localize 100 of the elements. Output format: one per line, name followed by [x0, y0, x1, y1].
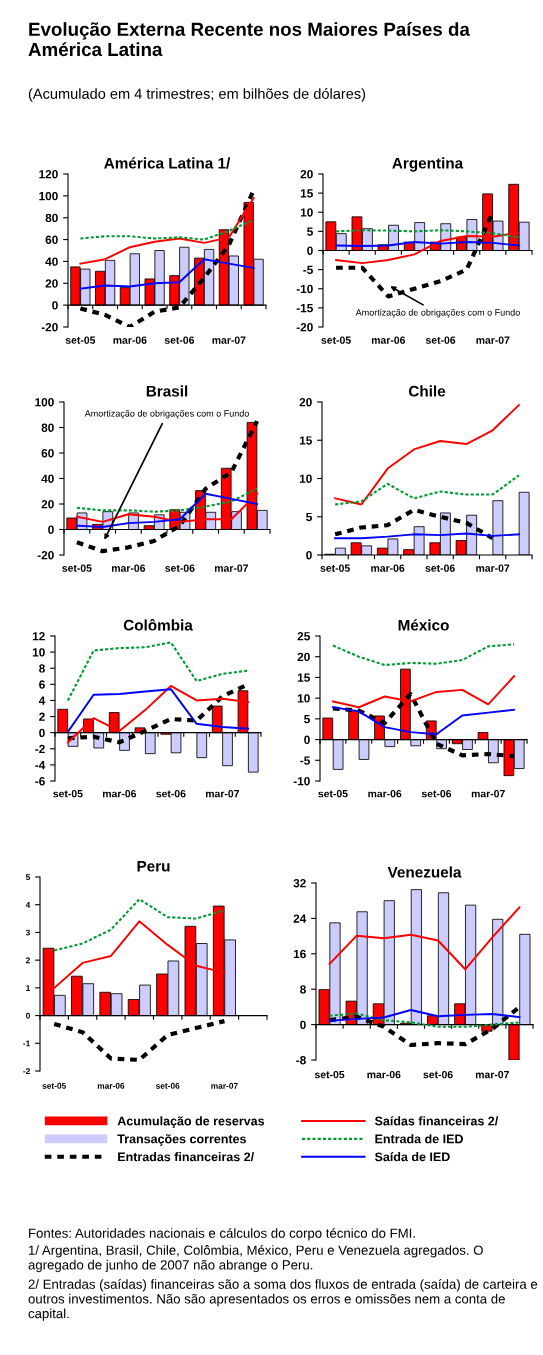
y-tick-label: 20 [297, 652, 310, 662]
x-tick-label: set-06 [425, 336, 456, 344]
y-tick-label: 60 [41, 449, 54, 458]
x-tick-label: mar-06 [102, 789, 137, 798]
x-tick-label: set-05 [65, 336, 96, 344]
y-tick-label: 24 [293, 914, 307, 923]
chart-title: Peru [137, 860, 170, 872]
x-tick-label: mar-07 [475, 1070, 509, 1079]
y-tick-label: 0 [52, 301, 58, 310]
y-tick-label: -1 [23, 1040, 31, 1047]
chart-title: Venezuela [387, 866, 462, 878]
x-tick-label: mar-07 [471, 789, 505, 798]
x-tick-label: set-05 [318, 789, 348, 798]
y-tick-label: -10 [296, 284, 313, 294]
x-tick-label: mar-07 [476, 564, 510, 572]
x-tick-label: mar-07 [212, 336, 246, 344]
x-tick-label: set-06 [156, 789, 186, 798]
y-tick-label: 0 [306, 551, 312, 560]
y-tick-label: 16 [293, 949, 306, 959]
y-tick-label: 100 [35, 398, 54, 407]
x-tick-label: mar-07 [214, 564, 248, 572]
x-tick-label: set-06 [425, 564, 455, 572]
x-tick-label: set-06 [155, 1082, 180, 1089]
x-tick-label: mar-07 [205, 789, 239, 798]
y-tick-label: 5 [307, 227, 313, 236]
y-tick-label: 0 [304, 735, 310, 744]
x-tick-label: set-05 [42, 1082, 66, 1089]
y-tick-label: -2 [23, 1068, 30, 1075]
y-tick-label: 6 [39, 680, 45, 689]
x-tick-label: set-05 [320, 564, 350, 572]
y-tick-label: 10 [32, 648, 45, 657]
y-tick-label: 3 [25, 929, 30, 936]
y-tick-label: 2 [39, 712, 45, 721]
y-tick-label: 120 [39, 170, 58, 179]
y-tick-label: 0 [25, 1012, 30, 1019]
chart-title: Colômbia [123, 619, 193, 631]
y-tick-label: 0 [307, 246, 313, 255]
chart-title: Brasil [146, 385, 188, 397]
y-tick-label: 15 [300, 189, 313, 198]
x-tick-label: mar-06 [371, 336, 406, 344]
y-tick-label: 4 [25, 902, 31, 908]
x-tick-label: mar-07 [476, 336, 510, 344]
y-tick-label: -2 [35, 744, 45, 754]
text: 2/ Entradas (saídas) financeiras são a soma dos fluxos de entrada (saída) de carteira e outros investimentos. Não são apresentados os erros e omissões nem a conta de capital. [28, 1278, 538, 1321]
y-tick-label: 4 [38, 696, 46, 705]
y-tick-label: 20 [300, 170, 313, 179]
x-tick-label: set-05 [314, 1070, 345, 1079]
x-tick-label: mar-07 [211, 1082, 238, 1089]
y-tick-label: 80 [45, 213, 58, 223]
legend-label: Saída de IED [374, 1151, 450, 1162]
x-tick-label: mar-06 [367, 1070, 401, 1079]
y-tick-label: 32 [293, 879, 306, 888]
y-tick-label: 8 [300, 985, 306, 994]
y-tick-label: 0 [300, 1020, 306, 1029]
text: (Acumulado em 4 trimestres; em bilhões de dólares) [28, 87, 366, 102]
y-tick-label: 100 [39, 191, 58, 201]
y-tick-label: 1 [26, 985, 31, 991]
y-tick-label: -15 [296, 304, 313, 313]
y-tick-label: -5 [300, 756, 310, 765]
legend-label: Transações correntes [117, 1134, 246, 1146]
y-tick-label: 80 [41, 423, 54, 432]
x-tick-label: set-05 [53, 789, 83, 798]
x-tick-label: set-05 [321, 336, 351, 344]
y-tick-label: 10 [299, 474, 312, 483]
x-tick-label: set-06 [165, 564, 195, 572]
annotation: Amortização de obrigações com o Fundo [355, 309, 520, 318]
y-tick-label: 12 [32, 632, 45, 641]
legend-label: Entradas financeiras 2/ [118, 1152, 255, 1162]
y-tick-label: 10 [300, 208, 313, 217]
text: Evolução Externa Recente nos Maiores Países da América Latina [28, 22, 470, 57]
y-tick-label: 5 [25, 874, 31, 881]
legend-label: Acumulação de reservas [117, 1116, 265, 1128]
chart-title: Chile [408, 385, 446, 397]
x-tick-label: mar-06 [97, 1082, 125, 1089]
y-tick-label: 5 [306, 512, 312, 522]
y-tick-label: 60 [45, 235, 58, 244]
y-tick-label: 40 [41, 474, 54, 483]
y-tick-label: 15 [299, 436, 312, 445]
y-tick-label: 15 [297, 673, 310, 682]
y-tick-label: 20 [45, 279, 58, 288]
y-tick-label: 25 [297, 632, 310, 641]
y-tick-label: -20 [37, 551, 54, 560]
y-tick-label: -5 [303, 265, 313, 275]
y-tick-label: 0 [48, 525, 54, 534]
y-tick-label: -8 [296, 1056, 306, 1065]
x-tick-label: set-06 [423, 1070, 453, 1079]
x-tick-label: mar-06 [111, 564, 146, 572]
chart-title: México [398, 619, 449, 631]
y-tick-label: -20 [296, 323, 313, 332]
y-tick-label: -10 [293, 777, 310, 786]
y-tick-label: 8 [39, 664, 45, 673]
x-tick-label: set-06 [421, 789, 452, 798]
y-tick-label: 5 [304, 715, 310, 724]
x-tick-label: mar-06 [371, 564, 405, 572]
y-tick-label: 20 [299, 398, 312, 407]
text: 1/ Argentina, Brasil, Chile, Colômbia, México, Peru e Venezuela agregados. O agregado de junho de 2007 não abrange o Peru. [28, 1245, 483, 1273]
y-tick-label: 20 [41, 500, 54, 509]
x-tick-label: mar-06 [113, 336, 147, 344]
legend-label: Entrada de IED [375, 1134, 463, 1144]
y-tick-label: 40 [45, 257, 58, 266]
